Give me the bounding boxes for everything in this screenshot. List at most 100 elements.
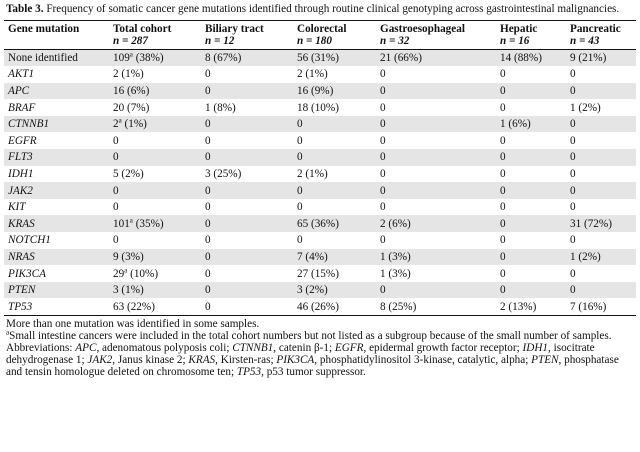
cell-value: 0 [500,134,506,147]
value-cell: 29a (10%) [109,265,201,282]
cell-value: 0 [570,201,576,214]
table-label: Table 3. [6,3,44,15]
value-cell: 0 [109,232,201,249]
column-n: n = 287 [113,34,148,47]
gene-cell: APC [8,84,30,97]
cell-value: 31 (72%) [570,217,612,230]
cell-value: 0 [297,234,303,247]
cell-value: 3 (1%) [113,284,144,297]
cell-percent: (10%) [127,267,159,280]
cell-value: 9 (21%) [570,51,607,64]
cell-value: 2 [113,118,119,131]
value-cell: 0 [496,249,566,266]
cell-value: 0 [380,234,386,247]
value-cell: 3 (1%) [109,282,201,299]
value-cell: 0 [201,149,293,166]
gene-cell: AKT1 [8,68,35,81]
value-cell: 0 [566,83,636,100]
cell-value: 1 (2%) [570,101,601,114]
value-cell: 0 [201,66,293,83]
gene-cell: PIK3CA [8,267,46,280]
cell-value: 3 (25%) [205,167,242,180]
abbreviations-label: Abbreviations: [6,341,76,354]
abbreviation-term: PIK3CA [276,353,315,366]
footnote-marker: a [129,50,133,59]
value-cell: 0 [201,199,293,216]
cell-value: 0 [113,234,119,247]
cell-value: 0 [297,201,303,214]
value-cell: 8 (67%) [201,49,293,66]
value-cell: 2 (1%) [109,66,201,83]
cell-percent: (38%) [132,51,164,64]
cell-value: 0 [570,134,576,147]
value-cell: 0 [566,132,636,149]
footnote-abbreviations: Abbreviations: APC, adenomatous polyposi… [6,341,636,379]
table-row: APC 16 (6%) 0 16 (9%) 0 0 0 [4,82,636,100]
cell-percent: (1%) [121,118,147,131]
value-cell: 16 (6%) [109,83,201,100]
value-cell: 0 [201,215,293,232]
table-row: NRAS 9 (3%) 0 7 (4%) 1 (3%) 0 1 (2%) [4,248,636,266]
cell-value: 1 (2%) [570,250,601,263]
table-row: JAK2 0 0 0 0 0 0 [4,182,636,199]
cell-value: 109 [113,51,130,64]
value-cell: 0 [201,232,293,249]
cell-value: 0 [380,284,386,297]
cell-value: 0 [500,84,506,97]
footnote-marker: a [129,216,133,224]
abbreviation-definition: , Kirsten-ras; [215,353,277,366]
cell-value: 0 [570,234,576,247]
cell-value: 1 (3%) [380,250,411,263]
column-name: Gastroesophageal [380,22,465,35]
cell-value: 0 [500,151,506,164]
cell-value: 9 (3%) [113,250,144,263]
value-cell: 0 [376,182,496,199]
column-header-5: Hepatic n = 16 [496,20,566,49]
cell-value: 0 [500,217,506,230]
table-row: NOTCH1 0 0 0 0 0 0 [4,232,636,249]
column-name: Hepatic [500,22,538,35]
column-name: Pancreatic [570,22,621,35]
cell-value: 0 [500,234,506,247]
table-row: CTNNB1 2a (1%) 0 0 0 1 (6%) 0 [4,115,636,133]
cell-value: 0 [297,118,303,131]
value-cell: 0 [376,116,496,133]
cell-value: 0 [205,217,211,230]
value-cell: 46 (26%) [293,298,376,315]
cell-value: 2 (13%) [500,300,537,313]
abbreviation-term: JAK2 [87,353,113,366]
value-cell: 0 [566,166,636,183]
cell-percent: (35%) [132,217,164,230]
gene-cell: PTEN [8,284,36,297]
value-cell: 0 [109,132,201,149]
value-cell: 65 (36%) [293,215,376,232]
gene-cell: KIT [8,201,26,214]
value-cell: 0 [293,132,376,149]
cell-value: 2 (1%) [297,68,328,81]
value-cell: 109a (38%) [109,49,201,66]
abbreviation-definition: , p53 tumor suppressor. [261,365,366,378]
value-cell: 7 (4%) [293,249,376,266]
cell-value: 0 [205,118,211,131]
cell-value: 1 (3%) [380,267,411,280]
value-cell: 0 [109,199,201,216]
value-cell: 0 [376,232,496,249]
cell-value: 0 [205,267,211,280]
cell-value: 0 [380,118,386,131]
cell-value: 0 [205,134,211,147]
abbreviation-definition: , isocitrate dehydrogenase 1; [6,341,595,366]
gene-cell: None identified [8,51,78,64]
cell-value: 8 (25%) [380,300,417,313]
cell-value: 7 (4%) [297,250,328,263]
gene-cell: BRAF [8,101,36,114]
value-cell: 0 [201,132,293,149]
gene-cell: NRAS [8,250,35,263]
value-cell: 0 [376,66,496,83]
cell-value: 0 [570,167,576,180]
cell-value: 0 [570,284,576,297]
value-cell: 0 [376,132,496,149]
cell-value: 0 [380,101,386,114]
cell-value: 0 [205,68,211,81]
cell-value: 46 (26%) [297,300,339,313]
value-cell: 0 [496,166,566,183]
